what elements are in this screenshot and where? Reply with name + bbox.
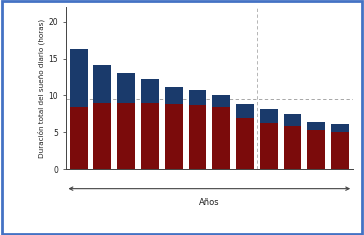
Text: Años: Años (199, 198, 219, 207)
Bar (212, 106, 230, 169)
Bar (284, 114, 301, 126)
Bar (189, 105, 206, 169)
Bar (331, 124, 349, 132)
Bar (94, 103, 111, 169)
Bar (94, 65, 111, 103)
Bar (236, 118, 254, 169)
Bar (284, 126, 301, 169)
Bar (307, 130, 325, 169)
Bar (70, 106, 87, 169)
Bar (307, 122, 325, 130)
Bar (165, 87, 183, 104)
Bar (141, 79, 159, 103)
Bar (260, 109, 278, 123)
Bar (117, 73, 135, 103)
Bar (165, 104, 183, 169)
Bar (212, 95, 230, 106)
Bar (236, 104, 254, 118)
Bar (331, 132, 349, 169)
Bar (189, 90, 206, 105)
Bar (260, 123, 278, 169)
Bar (141, 103, 159, 169)
Y-axis label: Duración total del sueño diario (horas): Duración total del sueño diario (horas) (38, 19, 46, 158)
Bar (117, 103, 135, 169)
Bar (70, 49, 87, 106)
